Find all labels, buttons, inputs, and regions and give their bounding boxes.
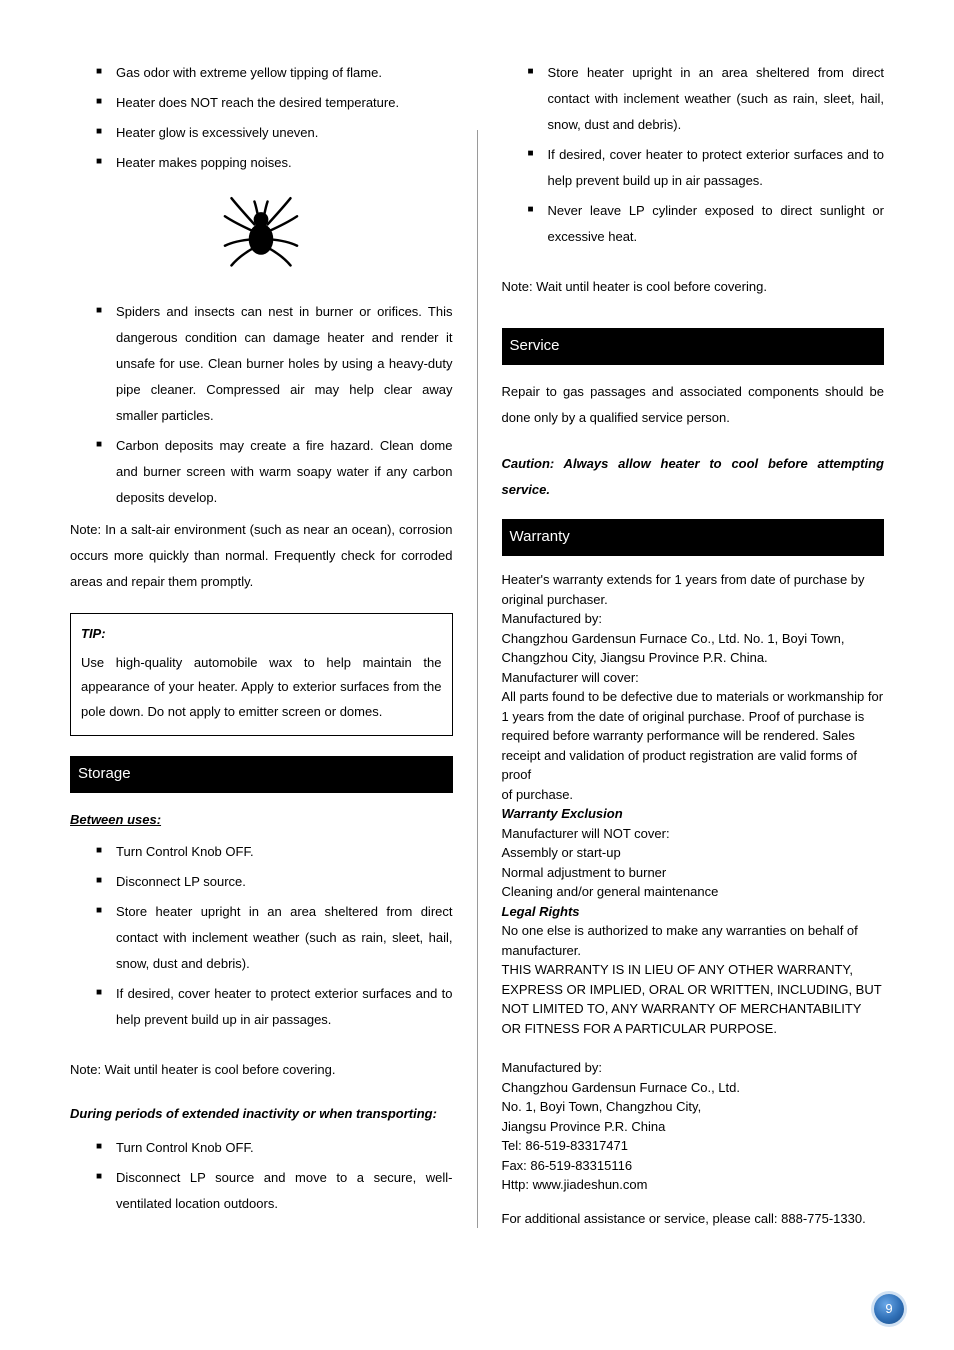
cover-note: Note: Wait until heater is cool before c… xyxy=(502,274,885,300)
warranty-line: Manufacturer will cover: xyxy=(502,668,885,688)
warranty-line: Manufacturer will NOT cover: xyxy=(502,824,885,844)
warranty-exclusion-heading: Warranty Exclusion xyxy=(502,804,885,824)
legal-rights-heading: Legal Rights xyxy=(502,902,885,922)
tip-text: Use high-quality automobile wax to help … xyxy=(81,651,442,725)
spider-icon xyxy=(70,190,453,281)
list-item: Disconnect LP source. xyxy=(70,869,453,895)
tip-title: TIP: xyxy=(81,622,442,647)
column-divider xyxy=(477,130,478,1228)
list-item: Heater does NOT reach the desired temper… xyxy=(70,90,453,116)
page-number-badge: 9 xyxy=(874,1294,904,1324)
extended-list: Turn Control Knob OFF. Disconnect LP sou… xyxy=(70,1135,453,1217)
list-item: Heater makes popping noises. xyxy=(70,150,453,176)
list-item: Gas odor with extreme yellow tipping of … xyxy=(70,60,453,86)
assistance-line: For additional assistance or service, pl… xyxy=(502,1209,885,1229)
service-caution: Caution: Always allow heater to cool bef… xyxy=(502,451,885,503)
mfr-line: Manufactured by: xyxy=(502,1058,885,1078)
list-item: Carbon deposits may create a fire hazard… xyxy=(70,433,453,511)
warranty-line: Changzhou Gardensun Furnace Co., Ltd. No… xyxy=(502,629,885,668)
warranty-line: No one else is authorized to make any wa… xyxy=(502,921,885,960)
service-text: Repair to gas passages and associated co… xyxy=(502,379,885,431)
list-item: Store heater upright in an area sheltere… xyxy=(502,60,885,138)
warranty-line: THIS WARRANTY IS IN LIEU OF ANY OTHER WA… xyxy=(502,960,885,1038)
left-column: Gas odor with extreme yellow tipping of … xyxy=(70,60,453,1228)
list-item: Store heater upright in an area sheltere… xyxy=(70,899,453,977)
extended-heading: During periods of extended inactivity or… xyxy=(70,1101,453,1127)
list-item: Never leave LP cylinder exposed to direc… xyxy=(502,198,885,250)
list-item: If desired, cover heater to protect exte… xyxy=(70,981,453,1033)
list-item: Turn Control Knob OFF. xyxy=(70,839,453,865)
top-issue-list: Gas odor with extreme yellow tipping of … xyxy=(70,60,453,176)
spider-info-list: Spiders and insects can nest in burner o… xyxy=(70,299,453,511)
mfr-line: No. 1, Boyi Town, Changzhou City, xyxy=(502,1097,885,1117)
warranty-line: Assembly or start-up xyxy=(502,843,885,863)
tip-box: TIP: Use high-quality automobile wax to … xyxy=(70,613,453,736)
right-top-list: Store heater upright in an area sheltere… xyxy=(502,60,885,250)
between-uses-heading: Between uses: xyxy=(70,807,453,833)
warranty-line: All parts found to be defective due to m… xyxy=(502,687,885,785)
list-item: Turn Control Knob OFF. xyxy=(70,1135,453,1161)
between-uses-note: Note: Wait until heater is cool before c… xyxy=(70,1057,453,1083)
storage-heading: Storage xyxy=(70,756,453,793)
mfr-line: Http: www.jiadeshun.com xyxy=(502,1175,885,1195)
mfr-line: Tel: 86-519-83317471 xyxy=(502,1136,885,1156)
right-column: Store heater upright in an area sheltere… xyxy=(502,60,885,1228)
list-item: Heater glow is excessively uneven. xyxy=(70,120,453,146)
service-heading: Service xyxy=(502,328,885,365)
warranty-line: Cleaning and/or general maintenance xyxy=(502,882,885,902)
between-uses-list: Turn Control Knob OFF. Disconnect LP sou… xyxy=(70,839,453,1033)
warranty-block: Heater's warranty extends for 1 years fr… xyxy=(502,570,885,1228)
salt-air-note: Note: In a salt-air environment (such as… xyxy=(70,517,453,595)
list-item: Disconnect LP source and move to a secur… xyxy=(70,1165,453,1217)
warranty-line: Heater's warranty extends for 1 years fr… xyxy=(502,570,885,609)
list-item: Spiders and insects can nest in burner o… xyxy=(70,299,453,429)
mfr-line: Changzhou Gardensun Furnace Co., Ltd. xyxy=(502,1078,885,1098)
mfr-line: Jiangsu Province P.R. China xyxy=(502,1117,885,1137)
warranty-line: of purchase. xyxy=(502,785,885,805)
mfr-line: Fax: 86-519-83315116 xyxy=(502,1156,885,1176)
page-number: 9 xyxy=(885,1296,892,1322)
warranty-line: Normal adjustment to burner xyxy=(502,863,885,883)
warranty-line: Manufactured by: xyxy=(502,609,885,629)
warranty-heading: Warranty xyxy=(502,519,885,556)
list-item: If desired, cover heater to protect exte… xyxy=(502,142,885,194)
